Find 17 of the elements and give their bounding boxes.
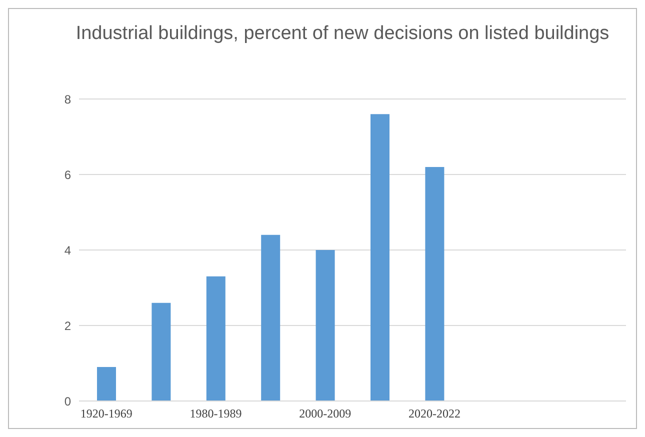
y-tick-label: 0	[64, 394, 72, 408]
y-tick-label: 4	[64, 243, 72, 258]
x-tick-label: 2000-2009	[299, 406, 352, 421]
y-tick-label: 2	[64, 318, 72, 333]
x-tick-label: 1920-1969	[80, 406, 132, 421]
bar	[206, 276, 226, 401]
bar	[261, 234, 280, 401]
y-tick-label: 6	[64, 168, 72, 182]
bar	[152, 302, 171, 401]
bar	[97, 367, 116, 401]
x-tick-label: 1980-1989	[190, 406, 242, 421]
x-tick-label: 2020-2022	[408, 406, 461, 421]
bar	[316, 250, 335, 401]
bar	[425, 166, 444, 401]
bar	[370, 114, 390, 401]
y-tick-label: 8	[64, 92, 72, 106]
chart-title: Industrial buildings, percent of new decisions on listed buildings	[74, 22, 610, 46]
